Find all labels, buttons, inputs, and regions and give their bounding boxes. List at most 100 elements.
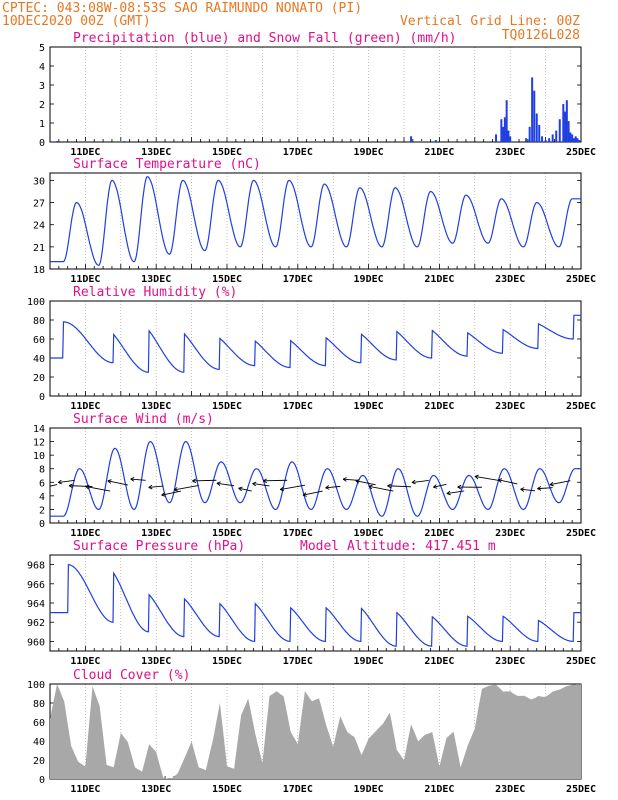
cloud-cover-data — [50, 684, 581, 779]
wind-arrow-head — [355, 479, 360, 484]
x-tick-label: 11DEC — [70, 401, 100, 412]
wind-arrow-head — [148, 484, 153, 490]
wind-arrow — [520, 488, 536, 492]
precip-bar — [509, 136, 512, 142]
wind-arrow — [355, 480, 376, 486]
wind-arrow-head — [161, 492, 166, 497]
header-date: 10DEC2020 00Z (GMT) — [2, 14, 151, 29]
precip-bar — [420, 141, 423, 142]
wind-arrow — [302, 490, 323, 496]
x-tick-label: 21DEC — [424, 528, 454, 539]
x-tick-label: 19DEC — [354, 528, 384, 539]
y-tick-label: 21 — [33, 243, 45, 254]
precip-bar — [84, 141, 87, 142]
wind-arrow-head — [342, 477, 347, 482]
wind-arrow-head — [411, 479, 416, 485]
x-tick-label: 11DEC — [70, 656, 100, 667]
x-tick-label: 21DEC — [424, 274, 454, 285]
y-tick-label: 0 — [39, 138, 45, 149]
y-tick-label: 20 — [33, 373, 45, 384]
wind-arrow — [549, 480, 571, 486]
plot-frame — [49, 427, 582, 524]
y-tick-label: 40 — [33, 354, 45, 365]
wind-arrow — [263, 479, 288, 482]
x-tick-label: 13DEC — [141, 656, 171, 667]
precip-bar — [314, 141, 317, 142]
pressure-panel: 960 962 964 966 968 11DEC 13DEC 15DEC 17DEC 19DEC… — [27, 539, 596, 667]
pressure-title: Surface Pressure (hPa) — [73, 539, 245, 554]
precip-bar — [503, 117, 506, 142]
precip-bar — [571, 134, 574, 142]
wind-line — [50, 440, 581, 517]
precip-bar — [578, 140, 581, 142]
wind-arrow — [107, 480, 128, 486]
x-tick-label: 13DEC — [141, 274, 171, 285]
precip-bar — [502, 126, 505, 142]
precip-bar — [572, 138, 575, 142]
model-altitude: Model Altitude: 417.451 m — [300, 539, 496, 554]
y-tick-label: 0 — [39, 519, 45, 530]
x-tick-label: 15DEC — [212, 528, 242, 539]
wind-title: Surface Wind (m/s) — [73, 412, 214, 427]
wind-arrow — [325, 485, 341, 489]
precip-bar — [63, 141, 66, 142]
y-tick-label: 18 — [33, 265, 45, 276]
wind-arrow — [216, 482, 235, 487]
x-tick-label: 19DEC — [354, 401, 384, 412]
wind-arrow — [498, 479, 518, 485]
wind-arrow-head — [173, 487, 179, 492]
x-tick-label: 13DEC — [141, 528, 171, 539]
wind-arrow-head — [252, 481, 257, 487]
wind-arrow-head — [279, 486, 285, 492]
pressure-line — [50, 563, 581, 647]
wind-data — [50, 440, 581, 517]
wind-arrow — [148, 485, 164, 488]
wind-arrow-head — [549, 481, 554, 487]
humidity-title: Relative Humidity (%) — [73, 285, 237, 300]
y-tick-label: 27 — [33, 199, 45, 210]
wind-arrow — [474, 475, 500, 481]
y-tick-label: 1 — [39, 119, 45, 130]
x-tick-label: 13DEC — [141, 401, 171, 412]
precip-bar — [123, 141, 126, 142]
y-tick-label: 80 — [33, 316, 45, 327]
plot-frame — [49, 300, 582, 397]
x-tick-label: 19DEC — [354, 784, 384, 795]
wind-arrow-head — [387, 483, 392, 489]
wind-arrow-head — [446, 490, 451, 496]
x-tick-label: 21DEC — [424, 784, 454, 795]
y-tick-label: 8 — [39, 465, 45, 476]
wind-arrow — [58, 479, 75, 483]
precip-bar — [533, 90, 536, 142]
wind-arrow — [343, 478, 359, 481]
y-tick-label: 0 — [39, 775, 45, 786]
wind-panel: 0 2 4 6 8 10 12 14 11DEC 13DEC 15DEC 17DEC 19DEC 21DE… — [33, 412, 596, 539]
temperature-panel: 18 21 24 27 30 11DEC 13DEC 15DEC 17DEC 19DEC 21DEC… — [33, 157, 596, 285]
y-tick-label: 60 — [33, 335, 45, 346]
x-tick-label: 15DEC — [212, 656, 242, 667]
precipitation-title: Precipitation (blue) and Snow Fall (gree… — [73, 31, 457, 46]
wind-arrow-head — [497, 478, 503, 483]
y-tick-label: 2 — [39, 100, 45, 111]
x-tick-label: 25DEC — [566, 528, 596, 539]
y-tick-label: 4 — [39, 62, 45, 73]
precip-bar — [528, 126, 531, 142]
cloud-cover-panel: 0 20 40 60 80 100 11DEC 13DEC 15DEC 17DEC 19DEC 21D… — [27, 668, 596, 795]
x-tick-label: 17DEC — [283, 274, 313, 285]
wind-arrow — [130, 478, 146, 481]
header-model-id: TQ0126L028 — [502, 28, 580, 43]
precip-bar — [535, 113, 538, 142]
y-tick-label: 0 — [39, 392, 45, 403]
x-tick-label: 17DEC — [283, 401, 313, 412]
humidity-data — [50, 314, 581, 373]
header-grid-note: Vertical Grid Line: 00Z — [400, 14, 580, 29]
y-tick-label: 80 — [33, 699, 45, 710]
precip-bar — [531, 77, 534, 142]
x-tick-label: 21DEC — [424, 401, 454, 412]
y-tick-label: 100 — [27, 680, 45, 691]
y-tick-label: 14 — [33, 424, 45, 435]
x-tick-label: 11DEC — [70, 147, 100, 158]
y-tick-label: 962 — [27, 618, 45, 629]
y-tick-label: 964 — [27, 599, 45, 610]
x-tick-label: 23DEC — [495, 274, 525, 285]
